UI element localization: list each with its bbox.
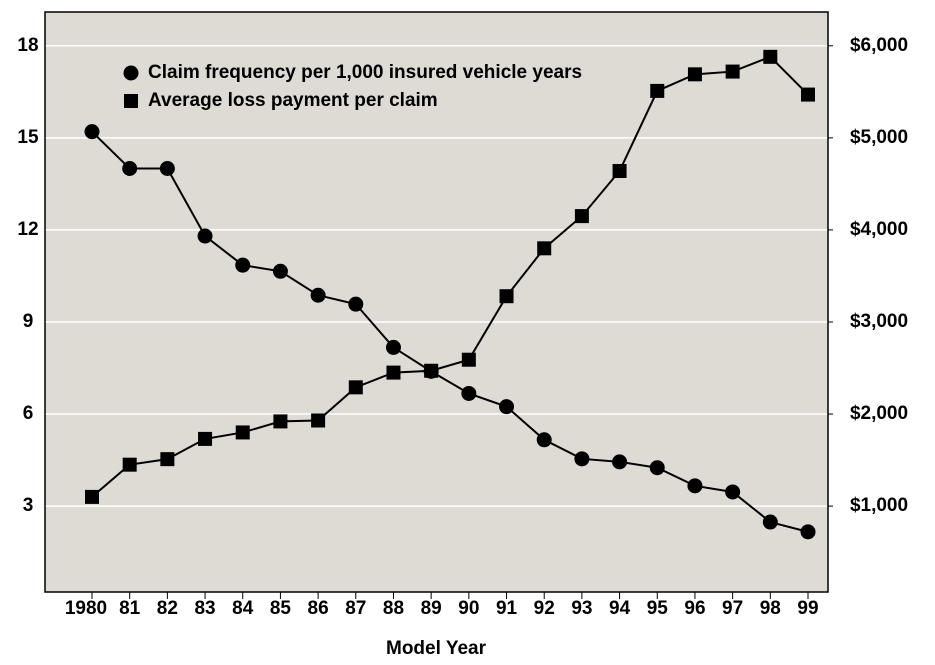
y2-tick-label: $4,000 — [850, 219, 908, 240]
marker — [461, 385, 477, 401]
marker — [124, 94, 138, 108]
y-tick-label: 12 — [17, 219, 38, 240]
marker — [574, 451, 590, 467]
marker — [272, 263, 288, 279]
x-tick-label: 95 — [647, 598, 669, 619]
marker — [650, 83, 665, 98]
plot-area — [45, 12, 828, 592]
marker — [348, 380, 363, 395]
y-tick-label: 9 — [23, 311, 34, 332]
marker — [198, 431, 213, 446]
x-tick-label: 91 — [496, 598, 518, 619]
marker — [725, 64, 740, 79]
marker — [122, 161, 138, 177]
x-tick-label: 86 — [308, 598, 329, 619]
marker — [386, 365, 401, 380]
y2-tick-label: $5,000 — [850, 127, 908, 148]
marker — [612, 454, 628, 470]
y2-tick-label: $1,000 — [850, 495, 908, 516]
x-tick-label: 1980 — [65, 598, 107, 619]
marker — [85, 489, 99, 504]
marker — [762, 514, 778, 530]
marker — [536, 432, 552, 448]
marker — [461, 352, 476, 367]
marker — [310, 287, 326, 303]
x-tick-label: 84 — [232, 598, 254, 619]
marker — [499, 399, 515, 415]
marker — [499, 289, 514, 304]
y2-tick-label: $3,000 — [850, 311, 908, 332]
marker — [725, 484, 741, 500]
marker — [123, 65, 139, 81]
marker — [235, 425, 250, 440]
x-tick-label: 97 — [722, 598, 743, 619]
x-axis-title: Model Year — [386, 638, 487, 659]
x-tick-label: 90 — [458, 598, 479, 619]
x-tick-label: 81 — [119, 598, 141, 619]
x-tick-label: 87 — [345, 598, 366, 619]
marker — [574, 209, 589, 224]
marker — [159, 161, 175, 177]
legend-label: Claim frequency per 1,000 insured vehicl… — [148, 62, 582, 83]
marker — [687, 478, 703, 494]
marker — [612, 163, 627, 178]
x-tick-label: 94 — [609, 598, 631, 619]
marker — [197, 228, 213, 244]
marker — [687, 67, 702, 82]
marker — [763, 49, 778, 64]
y2-tick-label: $6,000 — [850, 35, 908, 56]
marker — [801, 87, 815, 102]
x-tick-label: 83 — [194, 598, 215, 619]
y2-tick-label: $2,000 — [850, 403, 908, 424]
y-tick-label: 6 — [23, 403, 34, 424]
x-tick-label: 85 — [270, 598, 292, 619]
x-tick-label: 96 — [684, 598, 705, 619]
marker — [649, 460, 665, 476]
marker — [160, 452, 175, 467]
marker — [273, 414, 288, 429]
marker — [348, 296, 364, 312]
marker — [311, 413, 326, 428]
plot-border — [44, 11, 829, 593]
x-tick-label: 92 — [534, 598, 555, 619]
y-tick-label: 18 — [17, 35, 38, 56]
x-tick-label: 88 — [383, 598, 404, 619]
marker — [122, 457, 137, 472]
x-tick-label: 98 — [760, 598, 781, 619]
marker — [800, 524, 816, 540]
marker — [235, 257, 251, 273]
x-tick-label: 82 — [157, 598, 178, 619]
marker — [424, 363, 439, 378]
x-tick-label: 99 — [797, 598, 818, 619]
marker — [385, 339, 401, 355]
legend-label: Average loss payment per claim — [148, 90, 438, 111]
x-tick-label: 89 — [421, 598, 442, 619]
marker — [84, 124, 100, 140]
marker — [537, 241, 552, 256]
x-tick-label: 93 — [571, 598, 592, 619]
y-tick-label: 3 — [23, 495, 34, 516]
y-tick-label: 15 — [17, 127, 39, 148]
